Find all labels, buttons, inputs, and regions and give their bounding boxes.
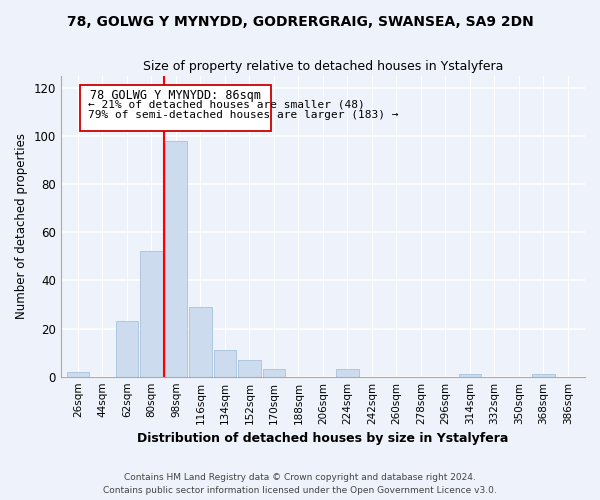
Title: Size of property relative to detached houses in Ystalyfera: Size of property relative to detached ho… (143, 60, 503, 73)
Bar (238, 360, 260, 376)
Bar (458, 374, 481, 376)
Text: 79% of semi-detached houses are larger (183) →: 79% of semi-detached houses are larger (… (88, 110, 398, 120)
Bar (67, 372, 89, 376)
Text: ← 21% of detached houses are smaller (48): ← 21% of detached houses are smaller (48… (88, 100, 364, 110)
Text: 78, GOLWG Y MYNYDD, GODRERGRAIG, SWANSEA, SA9 2DN: 78, GOLWG Y MYNYDD, GODRERGRAIG, SWANSEA… (67, 15, 533, 29)
FancyBboxPatch shape (80, 85, 271, 131)
Text: Contains HM Land Registry data © Crown copyright and database right 2024.
Contai: Contains HM Land Registry data © Crown c… (103, 474, 497, 495)
Bar (532, 374, 554, 376)
Bar (116, 322, 138, 376)
Text: 78 GOLWG Y MYNYDD: 86sqm: 78 GOLWG Y MYNYDD: 86sqm (91, 89, 262, 102)
X-axis label: Distribution of detached houses by size in Ystalyfera: Distribution of detached houses by size … (137, 432, 509, 445)
Bar (164, 140, 187, 376)
Bar (263, 370, 285, 376)
Bar (214, 350, 236, 376)
Bar (336, 370, 359, 376)
Bar (140, 252, 163, 376)
Bar (189, 307, 212, 376)
Y-axis label: Number of detached properties: Number of detached properties (15, 133, 28, 319)
